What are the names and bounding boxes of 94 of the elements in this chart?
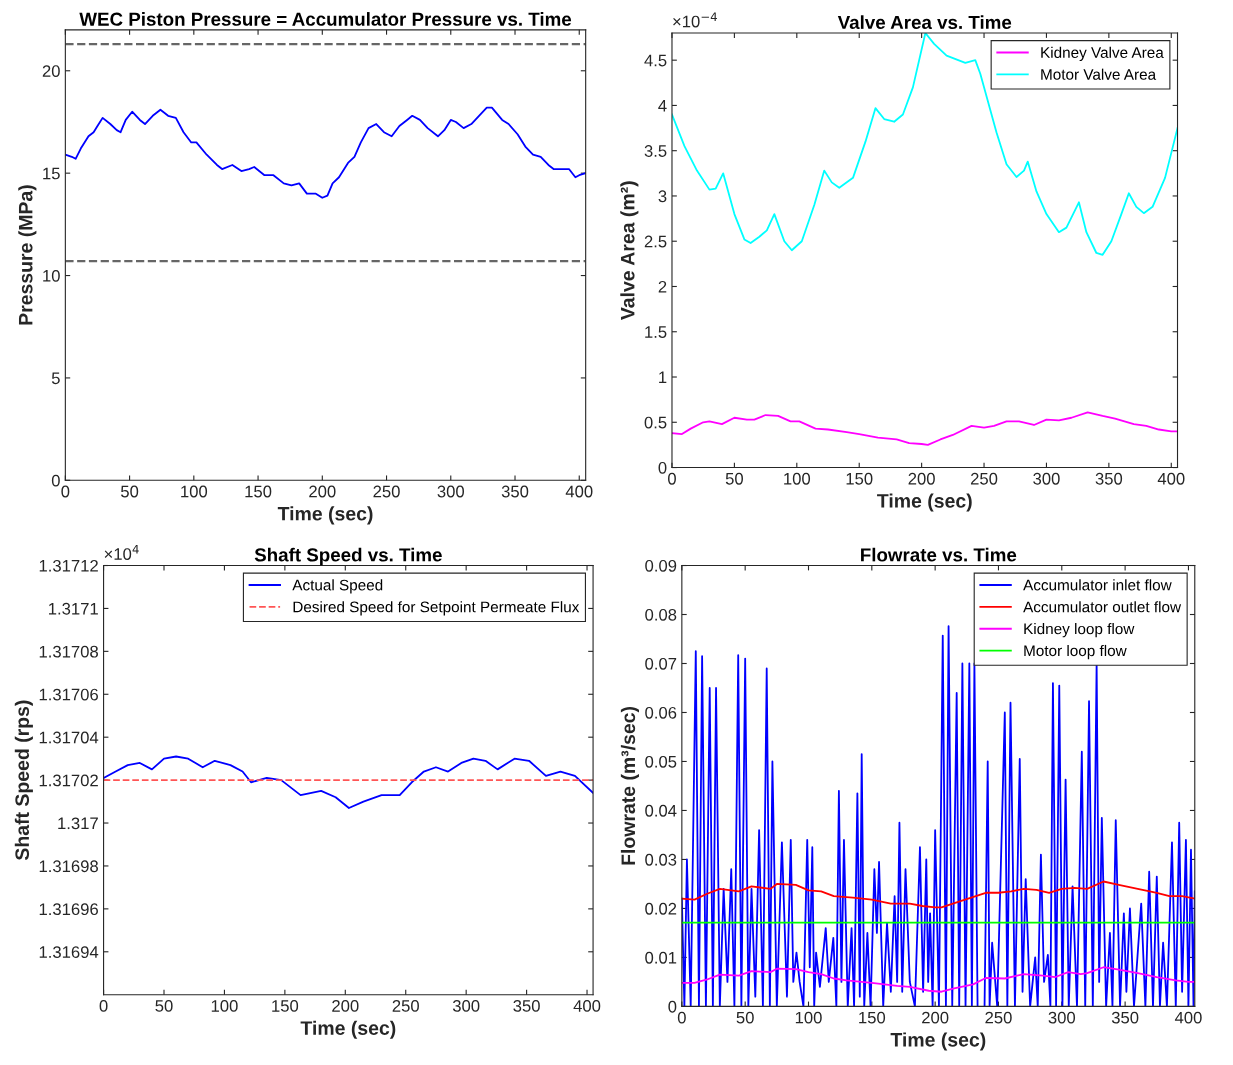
x-tick-label: 100	[211, 1000, 238, 1012]
x-tick-label: 300	[1048, 1011, 1076, 1024]
y-tick-label: 1.31704	[39, 731, 99, 744]
line-series	[65, 106, 586, 199]
chart-title: Flowrate vs. Time	[861, 547, 1017, 562]
legend-label: Actual Speed	[292, 579, 383, 594]
y-tick-label: 0.01	[645, 951, 677, 964]
x-tick-label: 300	[1033, 472, 1060, 485]
y-tick-label: 1.31698	[39, 860, 98, 873]
x-tick-label: 400	[565, 485, 593, 498]
y-tick-label: 0.07	[645, 657, 677, 670]
y-tick-label: 0.03	[645, 853, 677, 866]
x-tick-label: 0	[677, 1011, 686, 1024]
legend-label: Motor loop flow	[1024, 644, 1127, 660]
line-series	[103, 755, 594, 809]
line-series	[681, 880, 1195, 909]
legend-label: Motor Valve Area	[1041, 68, 1157, 80]
x-tick-label: 0	[99, 1000, 108, 1012]
x-axis-title: Time (sec)	[890, 1032, 986, 1051]
x-tick-label: 350	[513, 1000, 540, 1012]
y-tick-label: 4	[658, 100, 667, 112]
x-tick-label: 200	[922, 1011, 949, 1024]
y-axis-title: Flowrate (m³/sec)	[620, 706, 639, 865]
x-tick-label: 400	[1174, 1011, 1202, 1024]
x-axis-title: Time (sec)	[877, 493, 972, 512]
y-tick-label: 1.31696	[39, 903, 98, 916]
y-tick-label: 2.5	[644, 235, 667, 248]
y-tick-label: 0.02	[645, 902, 677, 915]
x-tick-label: 250	[373, 485, 400, 498]
x-tick-label: 400	[573, 1000, 601, 1012]
y-tick-label: 0	[658, 461, 667, 474]
x-axis-title: Time (sec)	[300, 1020, 396, 1039]
x-tick-label: 300	[437, 485, 465, 498]
x-tick-label: 350	[501, 485, 529, 498]
y-tick-label: 1	[659, 371, 667, 384]
legend-label: Accumulator outlet flow	[1023, 601, 1182, 613]
y-tick-label: 1.31702	[39, 774, 98, 787]
x-tick-label: 400	[1157, 472, 1185, 485]
y-tick-label: 5	[51, 372, 60, 385]
x-tick-label: 300	[452, 1000, 480, 1012]
y-tick-label: 1.31708	[39, 645, 98, 658]
y-axis-title: Valve Area (m²)	[620, 181, 639, 321]
x-tick-label: 200	[309, 485, 336, 498]
x-tick-label: 150	[245, 485, 272, 498]
x-tick-label: 250	[392, 1000, 419, 1012]
x-tick-label: 150	[846, 472, 873, 485]
line-series	[681, 966, 1195, 993]
y-tick-label: 1.317	[58, 817, 98, 830]
y-tick-label: 0.09	[645, 559, 677, 572]
x-tick-label: 150	[859, 1011, 886, 1024]
y-tick-label: 0.05	[645, 755, 677, 768]
text: ×10$^{−4}$	[673, 12, 717, 28]
y-tick-label: 1.5	[645, 326, 667, 338]
line-series	[671, 411, 1178, 446]
y-tick-label: 3	[658, 190, 667, 203]
y-axis-title: Pressure (MPa)	[18, 185, 37, 325]
x-tick-label: 350	[1111, 1011, 1139, 1024]
y-tick-label: 1.31694	[39, 946, 99, 958]
x-tick-label: 100	[795, 1011, 822, 1024]
x-tick-label: 250	[985, 1011, 1012, 1024]
legend-label: Kidney loop flow	[1024, 623, 1135, 638]
x-tick-label: 100	[181, 485, 208, 498]
y-axis-title: Shaft Speed (rps)	[14, 700, 33, 861]
y-tick-label: 15	[43, 167, 60, 180]
legend-label: Accumulator inlet flow	[1023, 579, 1172, 591]
y-tick-label: 1.31706	[39, 688, 98, 701]
x-tick-label: 100	[784, 472, 811, 485]
legend-label: Desired Speed for Setpoint Permeate Flux	[293, 601, 580, 616]
chart-title: Valve Area vs. Time	[837, 15, 1012, 30]
x-tick-label: 350	[1095, 472, 1123, 485]
y-tick-label: 0.5	[644, 416, 667, 429]
x-tick-label: 50	[155, 1000, 173, 1012]
y-tick-label: 1.31712	[39, 559, 98, 572]
chart-title: Shaft Speed vs. Time	[254, 547, 442, 566]
x-tick-label: 200	[332, 1000, 359, 1012]
text: ×10$^{4}$	[104, 544, 139, 560]
y-tick-label: 4.5	[644, 54, 667, 67]
y-tick-label: 10	[43, 269, 60, 282]
y-tick-label: 0.04	[645, 804, 677, 817]
chart-title: WEC Piston Pressure = Accumulator Pressure vs. Time	[79, 12, 572, 26]
y-tick-label: 3.5	[644, 145, 667, 157]
x-tick-label: 50	[736, 1011, 754, 1024]
y-tick-label: 20	[42, 65, 60, 77]
y-tick-label: 0.06	[645, 706, 677, 719]
y-tick-label: 1.3171	[49, 602, 98, 615]
x-tick-label: 250	[970, 472, 998, 485]
x-axis-title: Time (sec)	[277, 506, 373, 525]
y-tick-label: 0.08	[645, 608, 677, 621]
x-tick-label: 50	[725, 472, 744, 485]
y-tick-label: 2	[658, 280, 667, 293]
legend-label: Kidney Valve Area	[1041, 46, 1164, 62]
x-tick-label: 50	[120, 485, 139, 498]
x-tick-label: 200	[908, 472, 935, 485]
x-tick-label: 150	[272, 1000, 299, 1012]
